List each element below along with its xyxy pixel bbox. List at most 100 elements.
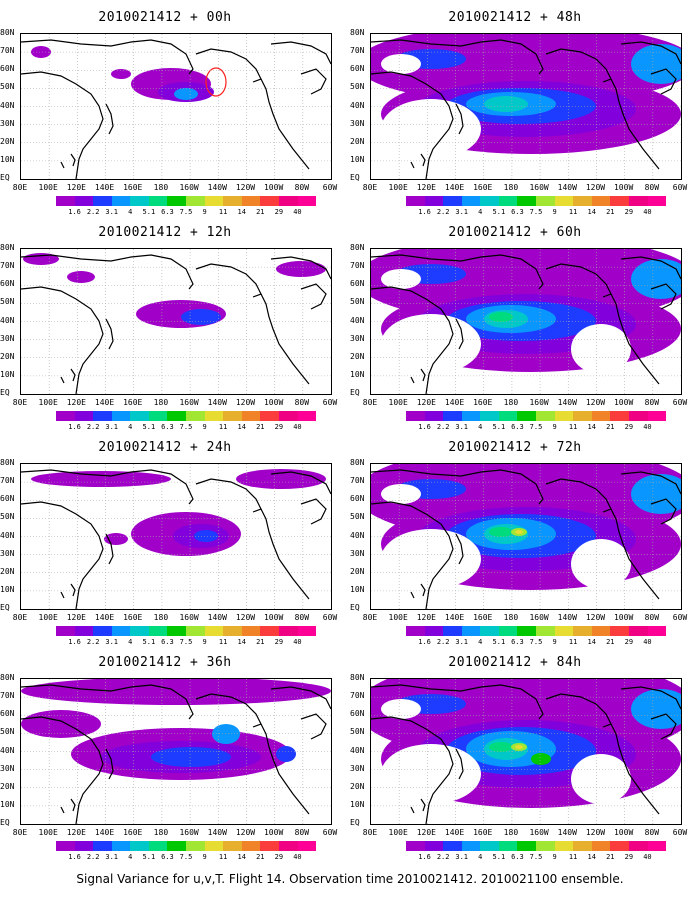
colorbar-swatch (223, 841, 242, 851)
colorbar-swatch (498, 841, 518, 851)
coastline (105, 103, 114, 135)
lon-label: 160W (179, 398, 199, 407)
colorbar-swatch (424, 841, 444, 851)
colorbar-swatch (111, 626, 131, 636)
map-svg (371, 679, 681, 824)
colorbar-label: 11 (568, 638, 578, 646)
variance-contour (21, 710, 101, 738)
colorbar-label: 21 (606, 853, 615, 861)
colorbar-swatch (204, 411, 224, 421)
colorbar-label: 29 (274, 853, 284, 861)
coastline (270, 41, 331, 65)
lon-label: 180 (503, 828, 519, 837)
colorbar-label: 6.3 (161, 638, 174, 646)
lon-label: 100E (388, 613, 408, 622)
flight-track (205, 67, 227, 97)
map-plot-area (370, 248, 682, 395)
lat-label: 80N (350, 28, 365, 37)
colorbar-swatch (167, 841, 187, 851)
lat-label: 10N (0, 369, 15, 379)
colorbar-label: 3.1 (455, 423, 469, 431)
colorbar-label: 6.3 (161, 208, 174, 216)
lat-label: 40N (0, 315, 15, 325)
lat-label: 40N (350, 315, 365, 325)
colorbar-label: 11 (218, 208, 228, 216)
lat-label: EQ (0, 388, 10, 397)
colorbar-labels: 1.6 2.2 3.1 4 5.1 6.3 7.5 9 11 14 21 29 40 (56, 638, 316, 648)
colorbar-swatch (591, 626, 611, 636)
coastline (21, 716, 104, 824)
colorbar-swatch (186, 196, 205, 206)
coastline (21, 286, 104, 394)
colorbar-label: 2.2 (86, 423, 100, 431)
panel-title: 2010021412 + 84h (448, 655, 582, 670)
variance-contour (381, 54, 421, 74)
colorbar (406, 411, 667, 421)
colorbar-label: 5.1 (492, 853, 506, 861)
map-plot-area (370, 678, 682, 825)
colorbar-label: 3.1 (105, 853, 119, 861)
variance-contour (236, 469, 326, 489)
lat-label: EQ (0, 603, 10, 612)
colorbar-swatch (241, 411, 261, 421)
coastline (650, 68, 677, 95)
lat-label: EQ (0, 173, 10, 182)
coastline (620, 686, 681, 710)
variance-contour (31, 471, 171, 487)
lat-label: 70N (0, 476, 15, 486)
coastline (60, 806, 65, 814)
colorbar-swatch (498, 196, 518, 206)
colorbar-label: 4 (478, 853, 483, 861)
colorbar-swatch (628, 411, 648, 421)
colorbar-swatch (186, 841, 205, 851)
lon-axis: 80E 100E 120E 140E 160E 180 160W 140W 120W 100W 80… (12, 183, 342, 195)
variance-contour (381, 529, 481, 589)
colorbar-label: 11 (568, 208, 578, 216)
coastline (60, 591, 65, 599)
lon-label: 120E (416, 398, 436, 407)
lat-label: 10N (0, 799, 15, 809)
lon-label: 140W (207, 183, 227, 192)
coastline (371, 684, 544, 720)
lat-label: 50N (350, 512, 365, 522)
colorbar-swatch (573, 626, 592, 636)
lat-label: 40N (350, 100, 365, 110)
colorbar (56, 196, 317, 206)
colorbar-label: 1.6 (418, 208, 431, 216)
colorbar-label: 5.1 (492, 423, 506, 431)
colorbar-swatch (111, 841, 131, 851)
colorbar-swatch (148, 841, 168, 851)
map-plot-area (20, 463, 332, 610)
colorbar-labels: 1.6 2.2 3.1 4 5.1 6.3 7.5 9 11 14 21 29 40 (406, 423, 666, 433)
variance-contour (571, 324, 631, 374)
colorbar-swatch (93, 411, 112, 421)
lat-label: EQ (350, 388, 360, 397)
lon-label: 120W (585, 828, 606, 837)
coastline (650, 713, 677, 740)
colorbar-swatch (591, 841, 611, 851)
map-panel: 2010021412 + 60h 80N 70N 60N 50N 40N 30N 20N 10N… (350, 215, 700, 435)
map-panel: 2010021412 + 72h 80N 70N 60N 50N 40N 30N 20N 10N… (350, 430, 700, 650)
lat-label: 10N (350, 154, 365, 164)
lon-label: 80W (644, 828, 660, 837)
lon-label: 80W (644, 613, 660, 622)
coastline (420, 153, 426, 167)
lon-label: 100W (613, 183, 634, 192)
colorbar-swatch (56, 411, 75, 421)
colorbar-swatch (647, 196, 667, 206)
colorbar-label: 11 (568, 853, 578, 861)
colorbar-label: 21 (606, 208, 615, 216)
colorbar-labels: 1.6 2.2 3.1 4 5.1 6.3 7.5 9 11 14 21 29 40 (406, 853, 666, 863)
colorbar-label: 14 (237, 208, 246, 216)
colorbar-labels: 1.6 2.2 3.1 4 5.1 6.3 7.5 9 11 14 21 29 40 (56, 208, 316, 218)
lon-label: 120W (585, 183, 606, 192)
colorbar-swatch (278, 626, 298, 636)
colorbar-label: 3.1 (105, 208, 119, 216)
lon-label: 160W (529, 183, 549, 192)
lat-label: 50N (0, 727, 15, 737)
lon-axis: 80E 100E 120E 140E 160E 180 160W 140W 120W 100W 80… (12, 828, 342, 840)
lon-label: 80E (362, 398, 378, 407)
coastline (260, 508, 310, 600)
variance-contour (31, 46, 51, 58)
lon-label: 80W (294, 183, 310, 192)
